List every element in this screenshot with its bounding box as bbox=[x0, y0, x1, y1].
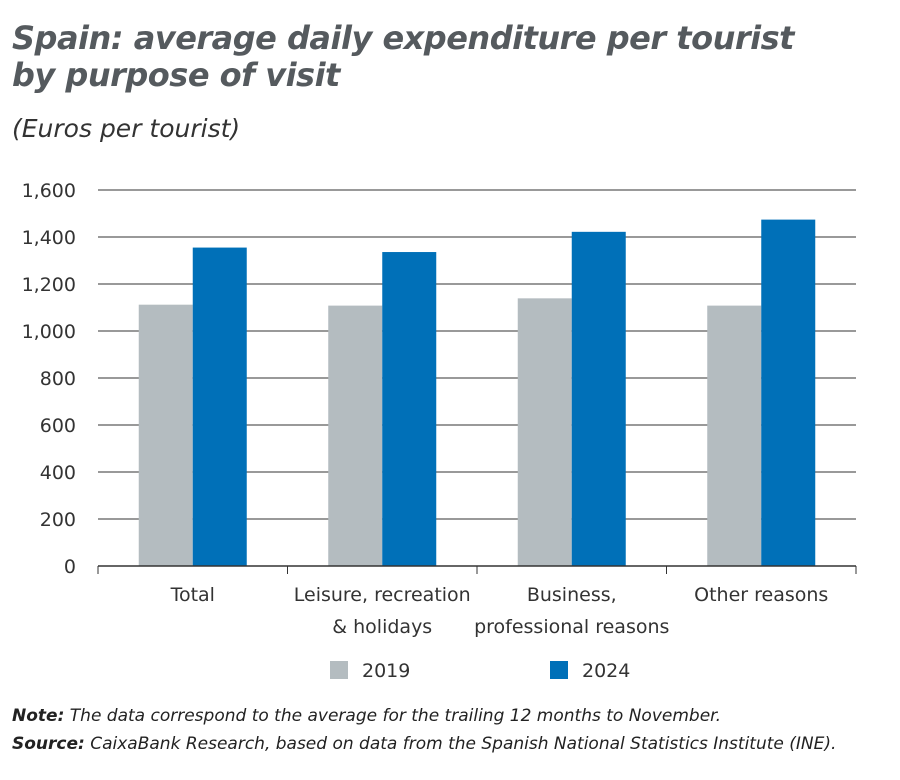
chart-title: Spain: average daily expenditure per tou… bbox=[12, 19, 794, 94]
bar-chart: 0 200 400 600 800 1,000 1,200 1,400 1,600 Total Le… bbox=[22, 180, 857, 682]
note-label: Note: bbox=[12, 706, 65, 726]
y-tick-label: 400 bbox=[40, 462, 76, 484]
y-tick-label: 1,600 bbox=[22, 180, 76, 202]
y-tick-label: 0 bbox=[64, 556, 76, 578]
x-tick-label: Leisure, recreation bbox=[294, 584, 471, 606]
legend-swatch-2024 bbox=[550, 661, 568, 679]
legend-label: 2019 bbox=[362, 660, 410, 682]
source: Source: CaixaBank Research, based on dat… bbox=[12, 734, 836, 754]
bar-2024 bbox=[761, 219, 816, 567]
x-tick-label: Business, bbox=[527, 584, 617, 606]
source-label: Source: bbox=[12, 734, 85, 754]
bar-2019 bbox=[707, 305, 762, 566]
y-tick-label: 1,200 bbox=[22, 274, 76, 296]
bar-2019 bbox=[328, 305, 383, 566]
x-tick-label: professional reasons bbox=[474, 616, 669, 638]
bar-2024 bbox=[192, 247, 247, 566]
note: Note: The data correspond to the average… bbox=[12, 706, 721, 726]
y-tick-label: 1,000 bbox=[22, 321, 76, 343]
bar-2024 bbox=[382, 252, 437, 567]
bar-2019 bbox=[517, 298, 572, 566]
chart-subtitle: (Euros per tourist) bbox=[12, 114, 241, 143]
y-tick-label: 1,400 bbox=[22, 227, 76, 249]
y-tick-label: 800 bbox=[40, 368, 76, 390]
bar-2024 bbox=[571, 231, 626, 566]
note-text: The data correspond to the average for t… bbox=[64, 706, 721, 726]
bar-2019 bbox=[138, 304, 193, 566]
x-tick-label: Other reasons bbox=[694, 584, 828, 606]
source-text: CaixaBank Research, based on data from t… bbox=[84, 734, 837, 754]
y-tick-label: 200 bbox=[40, 509, 76, 531]
x-tick-label: & holidays bbox=[332, 616, 432, 638]
legend-label: 2024 bbox=[582, 660, 630, 682]
y-tick-label: 600 bbox=[40, 415, 76, 437]
legend-swatch-2019 bbox=[330, 661, 348, 679]
x-tick-label: Total bbox=[170, 584, 215, 606]
